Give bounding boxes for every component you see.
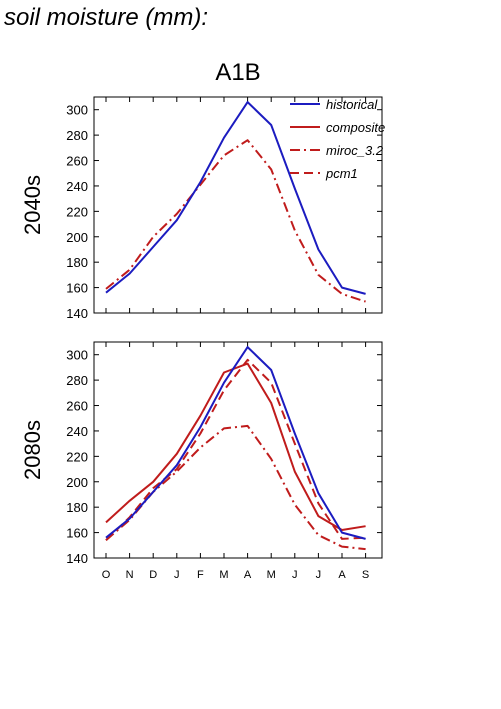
y-tick-label: 200 [66, 475, 88, 490]
y-tick-label: 300 [66, 348, 88, 363]
panel-label: 2040s [20, 175, 45, 235]
y-tick-label: 160 [66, 281, 88, 296]
x-tick-label: M [267, 569, 276, 581]
y-tick-label: 280 [66, 373, 88, 388]
legend-label: composite [326, 120, 385, 135]
y-tick-label: 260 [66, 399, 88, 414]
series-line-historical [105, 101, 366, 295]
panel-2040s: 140 160 180 200 220 240 260 280 300 2040s historic… [20, 96, 385, 321]
y-tick-label: 160 [66, 526, 88, 541]
series-line-pcm1 [105, 358, 366, 541]
y-tick-label: 240 [66, 424, 88, 439]
panel-2080s: 140 160 180 200 220 240 260 280 300 O N D J F M A M J J A S 2… [20, 341, 383, 581]
y-tick-label: 220 [66, 204, 88, 219]
x-tick-label: A [244, 569, 252, 581]
x-tick-label: A [338, 569, 346, 581]
y-tick-label: 200 [66, 230, 88, 245]
plot-frame [93, 96, 383, 314]
x-tick-label: J [316, 569, 322, 581]
x-tick-label: D [149, 569, 157, 581]
panel-label: 2080s [20, 420, 45, 480]
page-title: soil moisture (mm): [4, 4, 209, 31]
legend-label: historical [326, 97, 378, 112]
y-tick-label: 140 [66, 551, 88, 566]
y-tick-label: 220 [66, 449, 88, 464]
x-tick-label: J [174, 569, 180, 581]
y-tick-label: 180 [66, 255, 88, 270]
series-line-historical [105, 346, 366, 540]
y-tick-label: 260 [66, 154, 88, 169]
legend-label: pcm1 [325, 166, 358, 181]
y-tick-label: 180 [66, 500, 88, 515]
x-tick-label: S [362, 569, 369, 581]
legend-label: miroc_3.2 [326, 143, 384, 158]
y-tick-label: 280 [66, 128, 88, 143]
x-tick-label: O [102, 569, 111, 581]
x-tick-label: J [292, 569, 298, 581]
series-line-miroc-3-2 [105, 139, 366, 303]
x-tick-label: N [126, 569, 134, 581]
chart-title: A1B [215, 59, 260, 86]
y-tick-label: 300 [66, 103, 88, 118]
series-line-composite [105, 362, 366, 531]
legend: historical composite miroc_3.2 pcm1 [290, 97, 385, 181]
x-tick-label: M [219, 569, 228, 581]
x-tick-label: F [197, 569, 204, 581]
chart-panels: 140 160 180 200 220 240 260 280 300 2040s historic… [20, 96, 385, 581]
y-tick-label: 240 [66, 179, 88, 194]
plot-frame [93, 341, 383, 559]
y-tick-label: 140 [66, 306, 88, 321]
